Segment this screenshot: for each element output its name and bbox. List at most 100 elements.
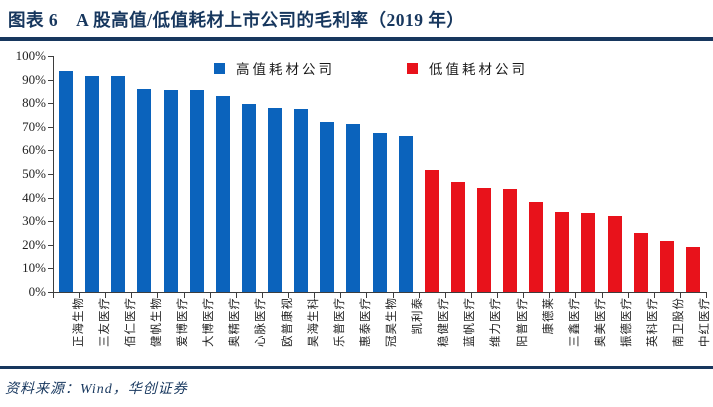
- y-axis-tick: [48, 197, 53, 199]
- bar: [529, 202, 544, 292]
- y-axis-tick-label: 100%: [15, 48, 46, 63]
- bar: [633, 233, 648, 292]
- x-axis-label: 惠泰医疗: [359, 297, 372, 347]
- x-axis-label: 昊海生科: [307, 297, 320, 347]
- y-axis-tick-label: 0%: [28, 284, 46, 299]
- x-axis-label: 正海生物: [72, 297, 85, 347]
- x-axis-tick: [679, 293, 681, 298]
- x-axis-label: 奥精医疗: [229, 297, 242, 347]
- x-axis-label: 大博医疗: [203, 297, 216, 347]
- x-axis-label: 乐普医疗: [333, 297, 346, 347]
- bar: [581, 213, 596, 292]
- x-axis-tick: [261, 293, 263, 298]
- source-note: 资料来源：Wind，华创证券: [5, 382, 188, 397]
- x-axis-line: [53, 292, 707, 293]
- y-axis-tick-label: 50%: [22, 166, 46, 181]
- x-axis-label: 凯利泰: [412, 297, 425, 335]
- legend-item-high-value: 高值耗材公司: [214, 58, 335, 78]
- x-axis-tick: [157, 293, 159, 298]
- x-axis-tick: [497, 293, 499, 298]
- legend-swatch-low-value-icon: [407, 62, 418, 74]
- x-axis-tick: [706, 293, 707, 298]
- bar: [294, 109, 309, 292]
- x-axis-label: 爱博医疗: [177, 297, 190, 347]
- y-axis-tick-label: 20%: [22, 236, 46, 252]
- x-axis-tick: [131, 293, 133, 298]
- bar: [450, 182, 465, 292]
- x-axis-label: 稳健医疗: [438, 297, 451, 347]
- x-axis-tick: [392, 293, 394, 298]
- x-axis-tick: [601, 293, 603, 298]
- bar: [398, 136, 413, 292]
- y-axis-tick: [48, 79, 53, 81]
- x-axis-label: 三友医疗: [98, 297, 111, 347]
- x-axis-label: 中红医疗: [699, 297, 712, 347]
- legend-swatch-high-value-icon: [214, 62, 225, 74]
- bar: [137, 89, 152, 292]
- y-axis-tick-label: 40%: [22, 189, 46, 205]
- y-axis-line: [53, 56, 54, 293]
- y-axis-tick: [48, 103, 53, 105]
- x-axis-label: 阳普医疗: [516, 297, 529, 347]
- bar: [555, 212, 570, 292]
- bar: [607, 216, 622, 292]
- bar: [215, 96, 230, 292]
- x-axis-label: 健帆生物: [150, 297, 163, 347]
- y-axis-tick-label: 30%: [22, 213, 46, 229]
- y-axis-tick: [48, 126, 53, 128]
- x-axis-label: 南卫股份: [673, 297, 686, 347]
- y-axis-tick: [48, 150, 53, 152]
- x-axis-tick: [523, 293, 525, 298]
- y-axis-tick: [48, 244, 53, 246]
- x-axis-tick: [79, 293, 81, 298]
- x-axis-label: 维力医疗: [490, 297, 503, 347]
- x-axis-label: 奥美医疗: [594, 297, 607, 347]
- x-axis-tick: [366, 293, 368, 298]
- legend-label-high-value: 高值耗材公司: [236, 62, 335, 77]
- x-axis-tick: [235, 293, 237, 298]
- x-axis-label: 冠昊生物: [386, 297, 398, 347]
- x-axis-label: 英科医疗: [647, 297, 660, 347]
- x-axis-label: 欧普康视: [281, 297, 294, 347]
- bar: [59, 71, 74, 292]
- x-axis-tick: [288, 293, 290, 298]
- bar: [685, 247, 700, 292]
- bar: [320, 122, 335, 292]
- x-axis-label: 三鑫医疗: [568, 297, 581, 347]
- x-axis-label: 蓝帆医疗: [464, 297, 477, 347]
- x-axis-tick: [627, 293, 629, 298]
- x-axis-tick: [105, 293, 107, 298]
- x-axis-tick: [418, 293, 420, 298]
- y-axis-tick-label: 60%: [22, 142, 46, 158]
- legend-label-low-value: 低值耗材公司: [429, 62, 528, 77]
- bar: [503, 189, 518, 292]
- y-axis-tick: [48, 56, 53, 57]
- y-axis-tick-label: 90%: [22, 71, 46, 87]
- bar: [424, 170, 439, 292]
- x-axis-tick: [314, 293, 316, 298]
- legend-item-low-value: 低值耗材公司: [407, 58, 528, 78]
- y-axis-tick-label: 10%: [22, 260, 46, 276]
- title-divider: [0, 37, 713, 41]
- bar: [85, 76, 100, 292]
- x-axis-tick: [549, 293, 551, 298]
- y-axis-tick: [48, 268, 53, 270]
- x-axis-tick: [340, 293, 342, 298]
- y-axis-tick-label: 70%: [22, 118, 46, 134]
- x-axis-tick: [444, 293, 446, 298]
- bar: [163, 90, 178, 292]
- footer-divider: [0, 366, 713, 369]
- x-axis-tick: [53, 293, 54, 298]
- x-axis-label: 心脉医疗: [255, 297, 268, 347]
- y-axis-tick: [48, 221, 53, 223]
- bar: [268, 108, 283, 292]
- bar: [189, 90, 204, 292]
- bar: [372, 133, 387, 292]
- y-axis-tick: [48, 174, 53, 175]
- x-axis-label: 佰仁医疗: [124, 297, 137, 347]
- bar: [346, 124, 361, 292]
- bar: [111, 76, 126, 292]
- figure-title: 图表 6 A 股高值/低值耗材上市公司的毛利率（2019 年）: [8, 10, 465, 30]
- y-axis-tick-label: 80%: [22, 95, 46, 111]
